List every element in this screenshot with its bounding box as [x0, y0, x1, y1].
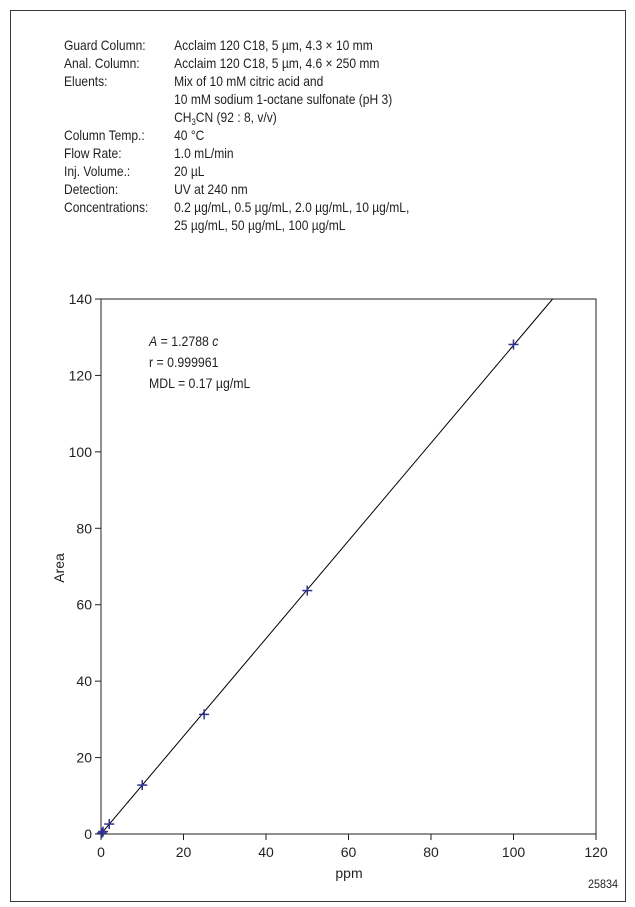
x-tick-label: 100	[502, 844, 526, 860]
figure-id: 25834	[588, 879, 619, 892]
x-tick-label: 120	[584, 844, 608, 860]
condition-label: Anal. Column:	[64, 55, 140, 71]
condition-detection: Detection: UV at 240 nm	[64, 180, 409, 198]
data-point-marker	[137, 780, 148, 791]
equation-mid: = 1.2788	[157, 333, 212, 349]
condition-value: Acclaim 120 C18, 5 µm, 4.6 × 250 mm	[174, 55, 380, 71]
condition-label: Guard Column:	[64, 37, 146, 53]
y-tick-label: 120	[69, 367, 93, 383]
r-value-label: r = 0.999961	[149, 354, 218, 370]
condition-value: 20 µL	[174, 163, 205, 179]
fit-line	[100, 298, 553, 835]
y-tick-label: 80	[76, 520, 92, 536]
mdl-label: MDL = 0.17 µg/mL	[149, 375, 250, 391]
y-tick-label: 20	[76, 750, 92, 766]
data-point-marker	[302, 585, 313, 596]
condition-concentrations: Concentrations: 0.2 µg/mL, 0.5 µg/mL, 2.…	[64, 198, 409, 234]
data-points	[96, 339, 519, 839]
y-tick-label: 140	[69, 291, 93, 307]
eluent-formula: CH3CN (92 : 8, v/v)	[174, 108, 392, 127]
equation-c: c	[212, 333, 219, 349]
condition-value: 1.0 mL/min	[174, 145, 234, 161]
condition-eluents: Eluents: Mix of 10 mM citric acid and 10…	[64, 72, 409, 127]
conditions-block: Guard Column: Acclaim 120 C18, 5 µm, 4.3…	[64, 36, 409, 234]
formula-prefix: CH	[174, 109, 192, 125]
data-point-marker	[96, 828, 107, 839]
condition-anal-column: Anal. Column: Acclaim 120 C18, 5 µm, 4.6…	[64, 54, 409, 72]
condition-value: Mix of 10 mM citric acid and	[174, 73, 324, 89]
condition-value: UV at 240 nm	[174, 181, 248, 197]
y-tick-label: 60	[76, 597, 92, 613]
y-tick-label: 0	[84, 826, 92, 842]
condition-label: Column Temp.:	[64, 127, 145, 143]
x-axis-label: ppm	[335, 865, 362, 881]
condition-label: Inj. Volume.:	[64, 163, 131, 179]
figure-frame	[10, 10, 626, 902]
condition-value: 25 µg/mL, 50 µg/mL, 100 µg/mL	[174, 217, 346, 233]
condition-label: Flow Rate:	[64, 145, 122, 161]
condition-value-group: Mix of 10 mM citric acid and 10 mM sodiu…	[174, 72, 393, 127]
data-point-marker	[98, 826, 109, 837]
formula-subscript: 3	[191, 117, 196, 127]
data-point-marker	[199, 709, 210, 720]
formula-suffix: CN (92 : 8, v/v)	[195, 109, 277, 125]
condition-value: 10 mM sodium 1-octane sulfonate (pH 3)	[174, 91, 393, 107]
fit-annotation: A = 1.2788 c r = 0.999961 MDL = 0.17 µg/…	[148, 333, 250, 391]
condition-label: Eluents:	[64, 73, 108, 89]
condition-value: 40 °C	[174, 127, 205, 143]
x-tick-label: 60	[341, 844, 357, 860]
y-tick-label: 40	[76, 673, 92, 689]
condition-value: Acclaim 120 C18, 5 µm, 4.3 × 10 mm	[174, 37, 373, 53]
condition-column-temp: Column Temp.: 40 °C	[64, 126, 409, 144]
y-tick-label: 100	[69, 444, 93, 460]
x-tick-label: 20	[176, 844, 192, 860]
data-point-marker	[104, 819, 115, 830]
condition-label: Concentrations:	[64, 199, 149, 215]
data-point-marker	[508, 339, 519, 350]
condition-value-group: 0.2 µg/mL, 0.5 µg/mL, 2.0 µg/mL, 10 µg/m…	[174, 198, 409, 234]
equation-A: A	[148, 333, 157, 349]
x-tick-label: 0	[97, 844, 105, 860]
condition-label: Detection:	[64, 181, 119, 197]
equation-label: A = 1.2788 c	[148, 333, 219, 349]
x-tick-label: 40	[258, 844, 274, 860]
condition-guard-column: Guard Column: Acclaim 120 C18, 5 µm, 4.3…	[64, 36, 409, 54]
condition-value: 0.2 µg/mL, 0.5 µg/mL, 2.0 µg/mL, 10 µg/m…	[174, 199, 410, 215]
condition-flow-rate: Flow Rate: 1.0 mL/min	[64, 144, 409, 162]
y-axis-label: Area	[51, 553, 67, 583]
x-tick-label: 80	[423, 844, 439, 860]
condition-inj-volume: Inj. Volume.: 20 µL	[64, 162, 409, 180]
chart-axes: 0 20 40 60 80 100 120 140 0 20 40 60 80 100 120	[69, 291, 608, 860]
